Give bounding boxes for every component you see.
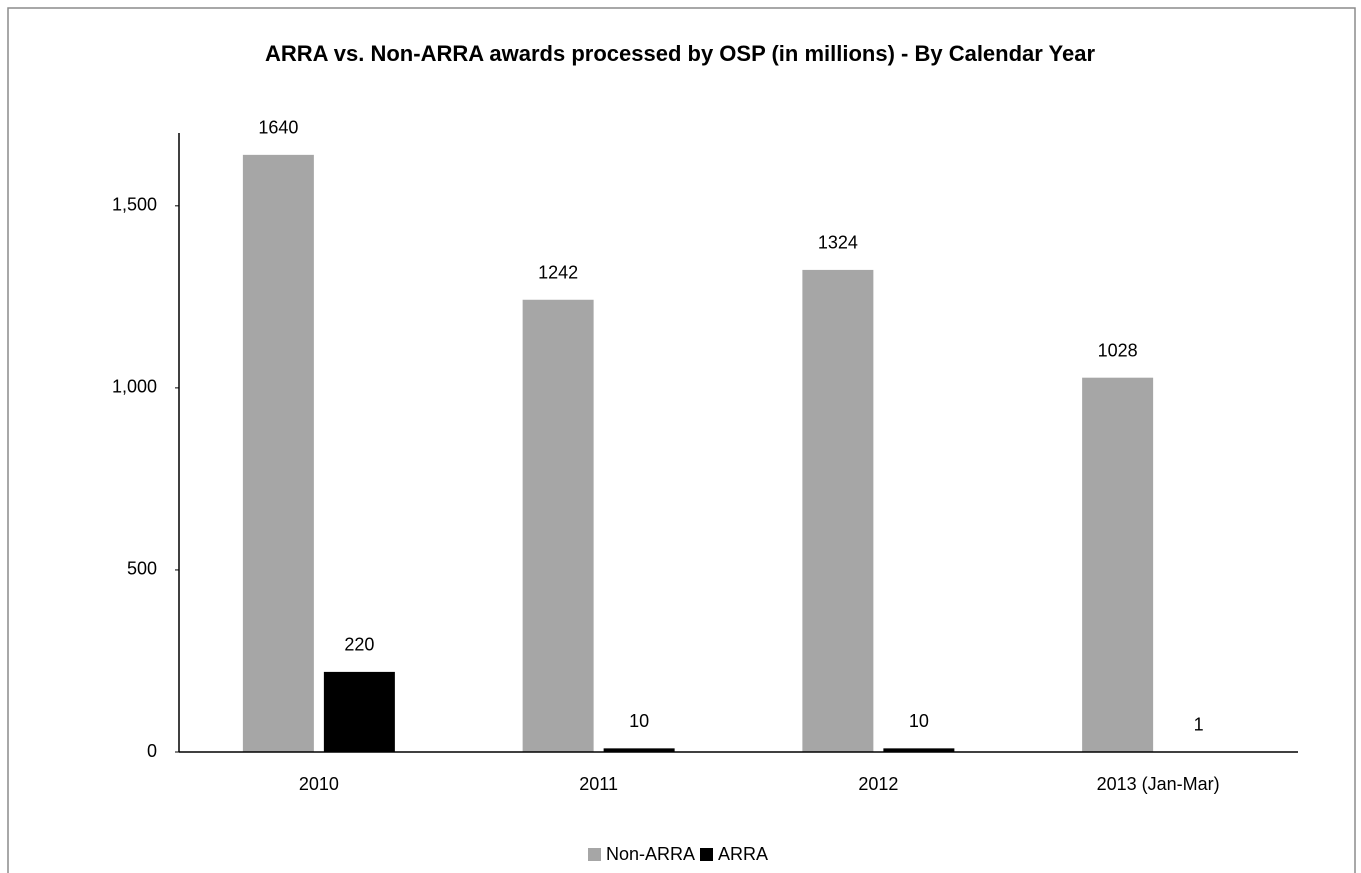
legend-label: ARRA (718, 844, 768, 864)
bar (242, 154, 314, 753)
y-tick-label: 1,000 (112, 377, 157, 397)
data-label: 1640 (258, 118, 298, 138)
x-tick-label: 2012 (858, 774, 898, 794)
legend-label: Non-ARRA (606, 844, 695, 864)
bar (1082, 377, 1154, 752)
data-label: 10 (629, 711, 649, 731)
y-tick-label: 1,500 (112, 195, 157, 215)
chart-title: ARRA vs. Non-ARRA awards processed by OS… (265, 41, 1096, 66)
x-tick-label: 2013 (Jan-Mar) (1097, 774, 1220, 794)
bar (522, 299, 594, 752)
bar (883, 748, 955, 752)
bar (323, 671, 395, 752)
data-label: 1 (1194, 714, 1204, 734)
x-tick-label: 2010 (299, 774, 339, 794)
bar (603, 748, 675, 752)
y-tick-label: 0 (147, 741, 157, 761)
data-label: 1324 (818, 233, 858, 253)
data-label: 220 (344, 635, 374, 655)
data-label: 1242 (538, 263, 578, 283)
y-tick-label: 500 (127, 559, 157, 579)
data-label: 10 (909, 711, 929, 731)
legend-swatch (588, 848, 601, 861)
x-tick-label: 2011 (579, 774, 618, 794)
data-label: 1028 (1098, 340, 1138, 360)
legend-swatch (700, 848, 713, 861)
bar (802, 269, 874, 752)
